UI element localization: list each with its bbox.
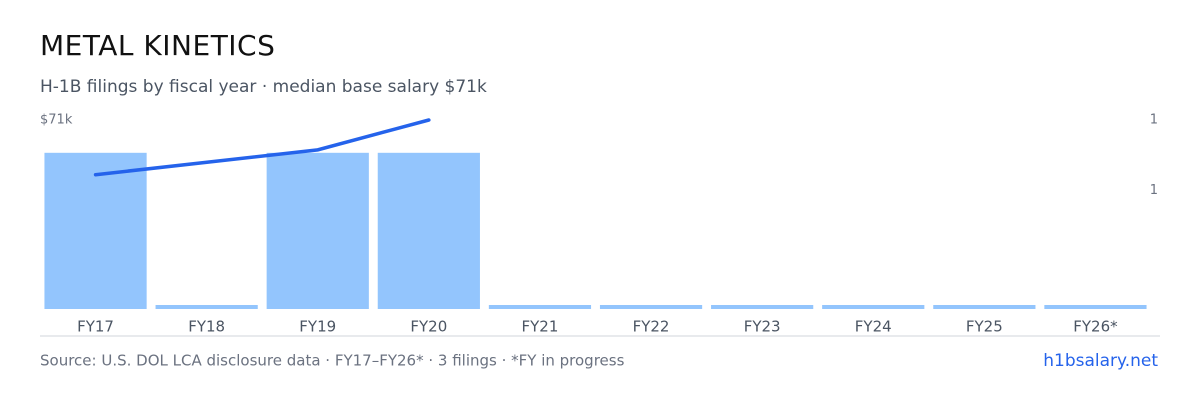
bar	[266, 152, 369, 309]
x-tick-label: FY17	[77, 318, 114, 336]
y-tick-label: $71k	[40, 113, 73, 128]
salary-line	[93, 118, 431, 177]
x-tick-label: FY24	[855, 318, 892, 336]
bar	[822, 305, 925, 309]
bar	[933, 305, 1036, 309]
y2-tick-label: 1	[1150, 183, 1158, 198]
source-note: Source: U.S. DOL LCA disclosure data · F…	[40, 352, 625, 370]
x-tick-label: FY18	[188, 318, 225, 336]
x-tick-label: FY23	[744, 318, 781, 336]
bar	[599, 305, 703, 309]
bar	[377, 152, 480, 309]
chart-title: METAL KINETICS	[40, 29, 275, 62]
bar	[44, 152, 147, 309]
bar	[155, 305, 258, 309]
x-tick-label: FY20	[410, 318, 447, 336]
chart-subtitle: H-1B filings by fiscal year · median bas…	[40, 77, 487, 97]
bar	[488, 305, 592, 309]
x-tick-label: FY25	[966, 318, 1003, 336]
x-tick-label: FY21	[522, 318, 559, 336]
y2-tick-label: 1	[1150, 113, 1158, 128]
x-tick-label: FY22	[633, 318, 670, 336]
bar	[1044, 305, 1147, 309]
x-tick-label: FY26*	[1073, 318, 1118, 336]
bar	[711, 305, 814, 309]
x-tick-label: FY19	[299, 318, 336, 336]
site-link[interactable]: h1bsalary.net	[1043, 351, 1158, 371]
